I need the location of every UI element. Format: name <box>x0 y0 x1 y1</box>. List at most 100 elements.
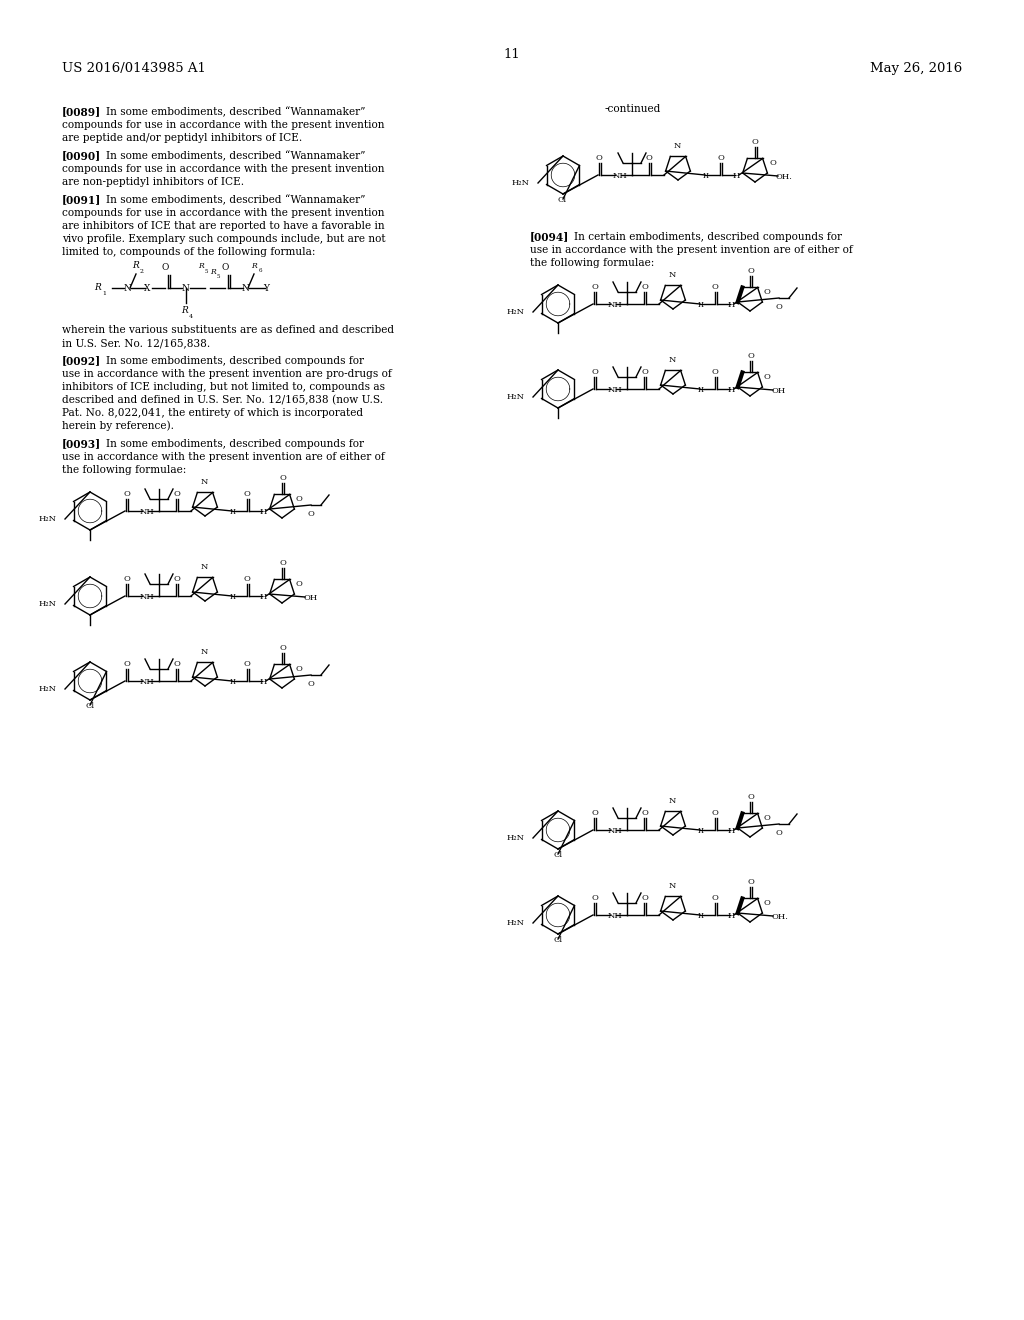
Text: NH: NH <box>608 301 623 309</box>
Text: [0089]: [0089] <box>62 106 101 117</box>
Text: O: O <box>244 576 251 583</box>
Text: O: O <box>764 814 771 822</box>
Text: 4: 4 <box>189 314 194 319</box>
Text: H: H <box>260 508 267 516</box>
Text: In some embodiments, described “Wannamaker”: In some embodiments, described “Wannamak… <box>106 150 366 161</box>
Text: O: O <box>123 660 130 668</box>
Text: use in accordance with the present invention are of either of: use in accordance with the present inven… <box>62 451 385 462</box>
Text: R: R <box>181 306 187 315</box>
Text: O: O <box>591 368 598 376</box>
Text: N: N <box>123 284 131 293</box>
Text: O: O <box>173 576 180 583</box>
Text: H: H <box>260 678 267 686</box>
Text: use in accordance with the present invention are pro-drugs of: use in accordance with the present inven… <box>62 370 392 379</box>
Text: H₂N: H₂N <box>507 308 525 315</box>
Text: O: O <box>746 352 754 360</box>
Text: are peptide and/or peptidyl inhibitors of ICE.: are peptide and/or peptidyl inhibitors o… <box>62 133 302 143</box>
Text: N: N <box>669 882 677 890</box>
Text: Pat. No. 8,022,041, the entirety of which is incorporated: Pat. No. 8,022,041, the entirety of whic… <box>62 408 364 418</box>
Text: Cl: Cl <box>558 195 567 205</box>
Text: H₂N: H₂N <box>507 834 525 842</box>
Text: O: O <box>173 490 180 498</box>
Text: X: X <box>144 284 151 293</box>
Text: O: O <box>764 374 771 381</box>
Text: inhibitors of ICE including, but not limited to, compounds as: inhibitors of ICE including, but not lim… <box>62 381 385 392</box>
Text: O: O <box>746 793 754 801</box>
Text: H₂N: H₂N <box>39 685 57 693</box>
Text: NH: NH <box>608 828 623 836</box>
Text: NH: NH <box>140 593 155 601</box>
Text: N: N <box>669 271 677 279</box>
Text: 5: 5 <box>217 275 220 279</box>
Text: 5: 5 <box>205 269 209 275</box>
Text: US 2016/0143985 A1: US 2016/0143985 A1 <box>62 62 206 75</box>
Text: O: O <box>752 139 759 147</box>
Text: H₂N: H₂N <box>512 180 530 187</box>
Text: N: N <box>674 143 681 150</box>
Text: O: O <box>641 368 648 376</box>
Text: O: O <box>641 894 648 902</box>
Text: N: N <box>201 648 208 656</box>
Text: O: O <box>279 644 286 652</box>
Text: wherein the various substituents are as defined and described: wherein the various substituents are as … <box>62 325 394 335</box>
Text: H₂N: H₂N <box>507 393 525 401</box>
Text: O: O <box>717 154 724 162</box>
Text: [0092]: [0092] <box>62 355 101 366</box>
Text: O: O <box>646 154 653 162</box>
Text: In some embodiments, described compounds for: In some embodiments, described compounds… <box>106 440 364 449</box>
Text: H₂N: H₂N <box>507 919 525 927</box>
Text: R: R <box>132 261 138 271</box>
Text: In some embodiments, described “Wannamaker”: In some embodiments, described “Wannamak… <box>106 107 366 117</box>
Text: N: N <box>181 284 188 293</box>
Text: O: O <box>279 474 286 482</box>
Text: O: O <box>244 660 251 668</box>
Text: H₂N: H₂N <box>39 601 57 609</box>
Text: 11: 11 <box>504 48 520 61</box>
Text: [0090]: [0090] <box>62 150 101 161</box>
Text: NH: NH <box>140 678 155 686</box>
Text: O: O <box>764 288 771 296</box>
Text: H: H <box>733 172 740 180</box>
Text: N: N <box>669 797 677 805</box>
Text: May 26, 2016: May 26, 2016 <box>869 62 962 75</box>
Text: O: O <box>712 368 719 376</box>
Text: H: H <box>728 301 735 309</box>
Text: Cl: Cl <box>553 851 562 859</box>
Text: H: H <box>728 828 735 836</box>
Text: Y: Y <box>263 284 269 293</box>
Text: O: O <box>641 282 648 290</box>
Text: O: O <box>712 809 719 817</box>
Text: are inhibitors of ICE that are reported to have a favorable in: are inhibitors of ICE that are reported … <box>62 220 385 231</box>
Text: OH: OH <box>771 387 785 395</box>
Text: O: O <box>162 263 169 272</box>
Text: use in accordance with the present invention are of either of: use in accordance with the present inven… <box>530 246 853 255</box>
Text: the following formulae:: the following formulae: <box>530 257 654 268</box>
Text: -continued: -continued <box>605 104 662 114</box>
Text: In certain embodiments, described compounds for: In certain embodiments, described compou… <box>574 232 842 242</box>
Text: H: H <box>698 385 705 393</box>
Text: N: N <box>241 284 249 293</box>
Text: H: H <box>698 301 705 309</box>
Text: R: R <box>210 268 216 276</box>
Text: Cl: Cl <box>85 702 94 710</box>
Text: In some embodiments, described “Wannamaker”: In some embodiments, described “Wannamak… <box>106 194 366 205</box>
Text: [0091]: [0091] <box>62 194 101 205</box>
Text: O: O <box>173 660 180 668</box>
Text: In some embodiments, described compounds for: In some embodiments, described compounds… <box>106 356 364 366</box>
Text: O: O <box>591 894 598 902</box>
Text: Cl: Cl <box>553 936 562 944</box>
Text: O: O <box>591 809 598 817</box>
Text: [0093]: [0093] <box>62 438 101 449</box>
Text: O: O <box>244 490 251 498</box>
Text: OH.: OH. <box>771 913 787 921</box>
Text: the following formulae:: the following formulae: <box>62 465 186 475</box>
Text: H: H <box>698 912 705 920</box>
Text: vivo profile. Exemplary such compounds include, but are not: vivo profile. Exemplary such compounds i… <box>62 234 386 244</box>
Text: O: O <box>746 267 754 275</box>
Text: O: O <box>769 158 776 168</box>
Text: O: O <box>123 490 130 498</box>
Text: compounds for use in accordance with the present invention: compounds for use in accordance with the… <box>62 209 384 218</box>
Text: 6: 6 <box>259 268 262 273</box>
Text: O: O <box>279 558 286 568</box>
Text: [0094]: [0094] <box>530 231 569 242</box>
